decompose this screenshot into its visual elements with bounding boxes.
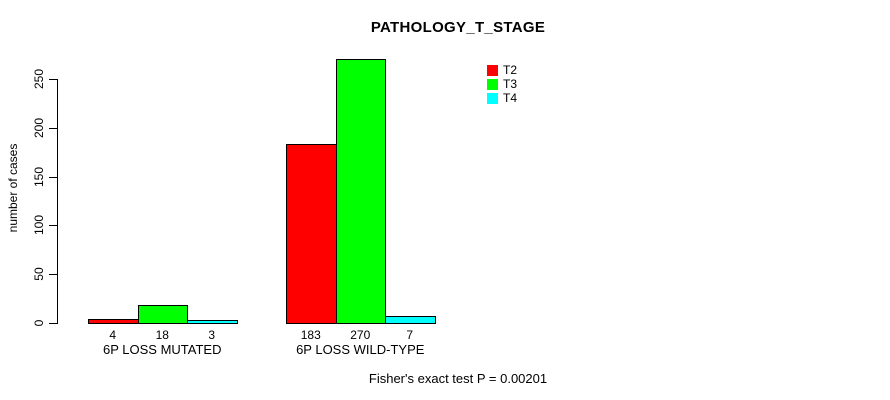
y-axis-label: number of cases <box>6 143 20 233</box>
legend-label: T2 <box>503 63 518 77</box>
y-tick-label: 50 <box>32 267 46 281</box>
bar-value-label: 7 <box>406 328 414 342</box>
legend-swatch-icon <box>487 92 498 104</box>
y-tick-label: 100 <box>32 215 46 236</box>
legend-item-t4: T4 <box>487 91 517 105</box>
bar-t4-1 <box>187 320 238 324</box>
y-tick-label: 200 <box>32 117 46 138</box>
legend: T2 T3 T4 <box>487 63 517 105</box>
y-tick-mark <box>49 274 57 276</box>
legend-label: T4 <box>503 91 518 105</box>
y-tick-mark <box>49 79 57 80</box>
legend-item-t3: T3 <box>487 77 517 91</box>
y-tick-mark <box>49 176 57 178</box>
legend-item-t2: T2 <box>487 63 517 77</box>
bar-value-label: 183 <box>300 328 321 342</box>
chart-title: PATHOLOGY_T_STAGE <box>370 19 546 36</box>
bar-value-label: 4 <box>109 328 117 342</box>
y-tick-label: 150 <box>32 166 46 187</box>
bar-t2-2 <box>286 144 337 324</box>
legend-label: T3 <box>503 77 518 91</box>
bar-t2-1 <box>88 319 139 324</box>
category-label: 6P LOSS MUTATED <box>103 342 222 357</box>
bar-t3-1 <box>137 305 188 324</box>
y-tick-label: 250 <box>32 68 46 90</box>
y-tick-mark <box>49 225 57 227</box>
y-tick-label: 0 <box>32 319 46 327</box>
bar-value-label: 3 <box>208 328 216 342</box>
y-tick-mark <box>49 323 57 324</box>
y-axis-line <box>57 79 58 324</box>
category-label: 6P LOSS WILD-TYPE <box>296 342 425 357</box>
legend-swatch-icon <box>487 64 498 76</box>
legend-swatch-icon <box>487 78 498 90</box>
bar-value-label: 270 <box>350 328 371 342</box>
y-tick-mark <box>49 127 57 129</box>
bar-t3-2 <box>335 59 386 324</box>
bar-t4-2 <box>385 316 436 324</box>
footnote-pvalue: Fisher's exact test P = 0.00201 <box>368 371 548 386</box>
bar-value-label: 18 <box>155 328 169 342</box>
